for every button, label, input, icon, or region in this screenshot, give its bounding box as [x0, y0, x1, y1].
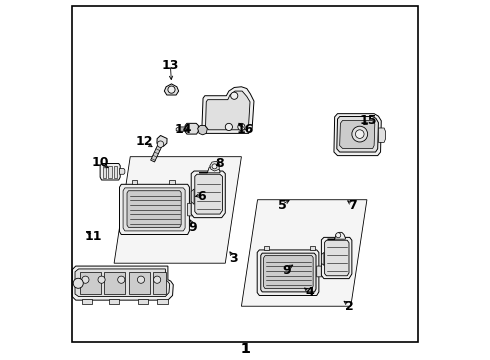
Text: 15: 15 [360, 114, 377, 127]
Text: 5: 5 [277, 199, 286, 212]
Polygon shape [138, 299, 148, 304]
Polygon shape [195, 174, 222, 214]
Polygon shape [120, 168, 125, 174]
Polygon shape [82, 299, 92, 304]
Circle shape [73, 278, 83, 288]
Polygon shape [114, 166, 117, 178]
Polygon shape [321, 237, 352, 279]
Polygon shape [132, 180, 137, 184]
Polygon shape [153, 272, 166, 294]
Polygon shape [191, 189, 194, 204]
Text: 11: 11 [85, 230, 102, 243]
Circle shape [98, 276, 105, 283]
Polygon shape [261, 253, 316, 292]
Polygon shape [108, 166, 112, 178]
Polygon shape [103, 166, 106, 178]
Circle shape [153, 276, 161, 283]
Polygon shape [80, 272, 101, 294]
Text: 10: 10 [91, 156, 109, 169]
Circle shape [157, 141, 164, 147]
Polygon shape [191, 171, 225, 218]
Polygon shape [337, 117, 378, 152]
Polygon shape [176, 127, 188, 131]
Polygon shape [100, 163, 120, 180]
Polygon shape [150, 143, 162, 162]
Polygon shape [123, 188, 185, 231]
Polygon shape [157, 299, 168, 304]
Text: 13: 13 [162, 59, 179, 72]
Circle shape [238, 123, 245, 131]
Polygon shape [378, 128, 386, 142]
Polygon shape [317, 266, 323, 277]
Text: 1: 1 [240, 342, 250, 356]
Circle shape [168, 86, 175, 93]
Polygon shape [127, 191, 181, 227]
Polygon shape [197, 126, 207, 135]
Circle shape [82, 276, 89, 283]
Circle shape [352, 126, 368, 142]
Polygon shape [75, 269, 170, 297]
Polygon shape [188, 203, 196, 216]
Circle shape [212, 164, 217, 169]
Polygon shape [129, 272, 149, 294]
Polygon shape [340, 121, 375, 148]
Polygon shape [257, 250, 319, 296]
Text: 16: 16 [237, 123, 254, 136]
Polygon shape [169, 180, 175, 184]
Polygon shape [210, 161, 219, 171]
Text: 1: 1 [240, 342, 250, 356]
Polygon shape [199, 165, 220, 173]
Circle shape [137, 276, 145, 283]
Polygon shape [202, 87, 254, 134]
Text: 4: 4 [305, 287, 314, 300]
Circle shape [225, 123, 232, 131]
Polygon shape [157, 135, 167, 146]
Polygon shape [185, 123, 198, 134]
Polygon shape [324, 240, 349, 276]
Text: 6: 6 [197, 190, 206, 203]
Polygon shape [72, 266, 173, 300]
Text: 8: 8 [216, 157, 224, 170]
Polygon shape [120, 184, 190, 234]
Polygon shape [321, 252, 324, 265]
Polygon shape [327, 232, 345, 239]
Text: 14: 14 [174, 123, 192, 136]
Polygon shape [205, 91, 250, 130]
Polygon shape [114, 157, 242, 263]
Polygon shape [310, 246, 315, 250]
Polygon shape [104, 272, 125, 294]
Polygon shape [264, 256, 313, 289]
Text: 9: 9 [282, 264, 291, 277]
Text: 2: 2 [344, 300, 353, 313]
Circle shape [336, 233, 341, 238]
Circle shape [355, 130, 364, 138]
Circle shape [231, 92, 238, 99]
Text: 12: 12 [135, 135, 152, 148]
Polygon shape [334, 114, 381, 156]
Text: 3: 3 [229, 252, 238, 265]
Circle shape [118, 276, 125, 283]
Polygon shape [242, 200, 367, 306]
Polygon shape [264, 246, 269, 250]
Polygon shape [164, 84, 179, 95]
Polygon shape [109, 299, 119, 304]
Text: 9: 9 [189, 221, 197, 234]
Text: 7: 7 [348, 199, 357, 212]
